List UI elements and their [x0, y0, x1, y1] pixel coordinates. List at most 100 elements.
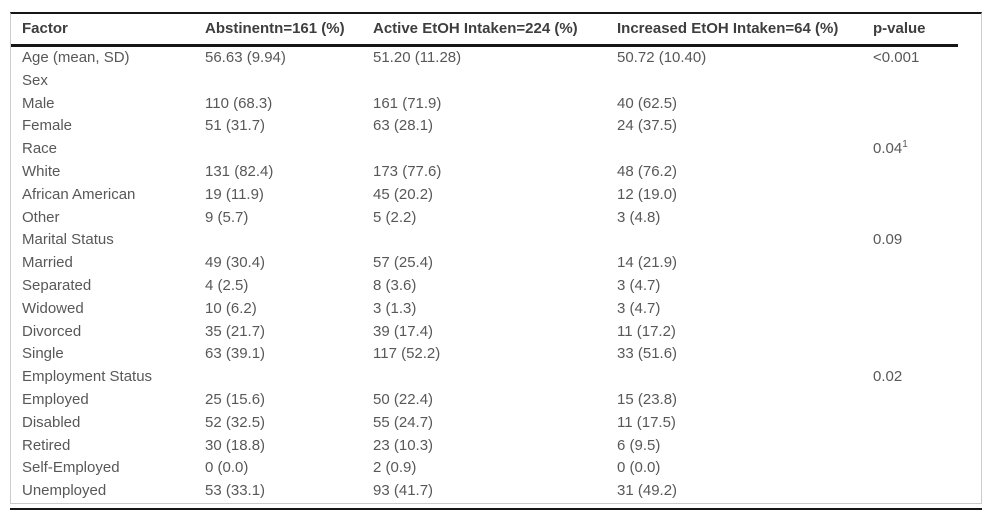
cell-factor: Other: [22, 208, 60, 226]
cell-abstinent: 25 (15.6): [205, 390, 266, 408]
table-body: Age (mean, SD) 56.63 (9.94) 51.20 (11.28) 5…: [11, 46, 958, 503]
cell-increased-etoh: 50.72 (10.40): [617, 49, 707, 66]
cell-active-etoh: 93 (41.7): [373, 482, 434, 500]
cell-increased-etoh: 6 (9.5): [617, 436, 661, 454]
cell-p-value: 0.09: [873, 231, 903, 249]
cell-abstinent: [205, 138, 373, 161]
table-row: Married 49 (30.4) 57 (25.4) 14 (21.9): [11, 252, 958, 275]
cell-active-etoh: 161 (71.9): [373, 94, 442, 112]
cell-factor: Single: [22, 345, 64, 363]
cell-abstinent: 110 (68.3): [205, 94, 273, 112]
cell-increased-etoh: 3 (4.7): [617, 276, 661, 294]
cell-increased-etoh: 33 (51.6): [617, 345, 678, 363]
table-row: Widowed 10 (6.2) 3 (1.3) 3 (4.7): [11, 298, 958, 321]
cell-abstinent: 35 (21.7): [205, 322, 266, 340]
table-row: Race 0.041: [11, 138, 958, 161]
cell-increased-etoh: 15 (23.8): [617, 390, 678, 408]
cell-active-etoh: 57 (25.4): [373, 254, 434, 272]
cell-active-etoh: 63 (28.1): [373, 117, 434, 135]
column-header-increased-etoh: Increased EtOH Intaken=64 (%): [617, 14, 873, 47]
cell-p-value: [873, 343, 958, 366]
cell-abstinent: 63 (39.1): [205, 345, 266, 363]
cell-abstinent: 4 (2.5): [205, 276, 249, 294]
cell-active-etoh: [373, 366, 617, 389]
cell-factor: White: [22, 162, 61, 180]
cell-active-etoh: 2 (0.9): [373, 459, 417, 477]
cell-p-value: [873, 435, 958, 458]
cell-p-value: [873, 321, 958, 344]
cell-active-etoh: 3 (1.3): [373, 299, 417, 317]
cell-active-etoh: 50 (22.4): [373, 390, 434, 408]
cell-factor: Age (mean, SD): [22, 49, 130, 66]
table-row: White 131 (82.4) 173 (77.6) 48 (76.2): [11, 161, 958, 184]
column-header-abstinent: Abstinentn=161 (%): [205, 14, 373, 47]
cell-increased-etoh: 40 (62.5): [617, 94, 678, 112]
cell-increased-etoh: [617, 229, 873, 252]
cell-p-value: [873, 161, 958, 184]
cell-factor: Female: [22, 117, 73, 135]
cell-abstinent: 10 (6.2): [205, 299, 257, 317]
cell-factor: Widowed: [22, 299, 84, 317]
cell-abstinent: [205, 70, 373, 93]
cell-factor: Race: [22, 140, 58, 158]
cell-abstinent: [205, 229, 373, 252]
cell-active-etoh: 45 (20.2): [373, 185, 434, 203]
cell-p-value: [873, 115, 958, 138]
table-row: Employed 25 (15.6) 50 (22.4) 15 (23.8): [11, 389, 958, 412]
cell-p-value: [873, 389, 958, 412]
cell-factor: Employment Status: [22, 368, 153, 386]
table-row: Employment Status 0.02: [11, 366, 958, 389]
cell-p-value: [873, 184, 958, 207]
cell-p-value: 0.02: [873, 368, 903, 386]
cell-active-etoh: 51.20 (11.28): [373, 49, 462, 66]
cell-factor: Retired: [22, 436, 71, 454]
table-row: Other 9 (5.7) 5 (2.2) 3 (4.8): [11, 207, 958, 230]
cell-p-value: [873, 480, 958, 503]
cell-p-value: [873, 252, 958, 275]
cell-p-value: [873, 207, 958, 230]
cell-active-etoh: 39 (17.4): [373, 322, 434, 340]
cell-abstinent: 19 (11.9): [205, 185, 264, 203]
cell-p-value: [873, 298, 958, 321]
cell-abstinent: 0 (0.0): [205, 459, 249, 477]
table-row: Disabled 52 (32.5) 55 (24.7) 11 (17.5): [11, 412, 958, 435]
cell-factor: African American: [22, 185, 136, 203]
cell-active-etoh: 23 (10.3): [373, 436, 434, 454]
cell-abstinent: 53 (33.1): [205, 482, 266, 500]
table-bottom-rule: [10, 508, 982, 510]
cell-factor: Divorced: [22, 322, 82, 340]
table-row: Retired 30 (18.8) 23 (10.3) 6 (9.5): [11, 435, 958, 458]
cell-factor: Marital Status: [22, 231, 114, 249]
column-header-p-value: p-value: [873, 14, 958, 47]
cell-factor: Married: [22, 254, 73, 272]
table-row: Age (mean, SD) 56.63 (9.94) 51.20 (11.28) 5…: [11, 46, 958, 70]
cell-p-value: [873, 70, 958, 93]
cell-p-value: [873, 457, 958, 480]
cell-abstinent: 56.63 (9.94): [205, 49, 286, 66]
cell-abstinent: 9 (5.7): [205, 208, 249, 226]
cell-active-etoh: [373, 138, 617, 161]
cell-increased-etoh: [617, 138, 873, 161]
cell-p-value: [873, 93, 958, 116]
cell-active-etoh: 5 (2.2): [373, 208, 417, 226]
cell-abstinent: 51 (31.7): [205, 117, 266, 135]
cell-factor: Sex: [22, 71, 48, 89]
cell-increased-etoh: 3 (4.7): [617, 299, 661, 317]
cell-p-value: [873, 412, 958, 435]
cell-factor: Male: [22, 94, 55, 112]
table-row: Separated 4 (2.5) 8 (3.6) 3 (4.7): [11, 275, 958, 298]
cell-factor: Disabled: [22, 413, 81, 431]
cell-factor: Unemployed: [22, 482, 107, 500]
cell-increased-etoh: 11 (17.5): [617, 413, 676, 431]
cell-increased-etoh: 48 (76.2): [617, 162, 678, 180]
cell-increased-etoh: [617, 70, 873, 93]
cell-abstinent: 30 (18.8): [205, 436, 266, 454]
cell-factor: Employed: [22, 390, 89, 408]
table-row: Unemployed 53 (33.1) 93 (41.7) 31 (49.2): [11, 480, 958, 503]
cell-abstinent: 52 (32.5): [205, 413, 266, 431]
table-row: Single 63 (39.1) 117 (52.2) 33 (51.6): [11, 343, 958, 366]
cell-abstinent: [205, 366, 373, 389]
cell-abstinent: 49 (30.4): [205, 254, 266, 272]
characteristics-table-container: Factor Abstinentn=161 (%) Active EtOH In…: [10, 12, 982, 504]
